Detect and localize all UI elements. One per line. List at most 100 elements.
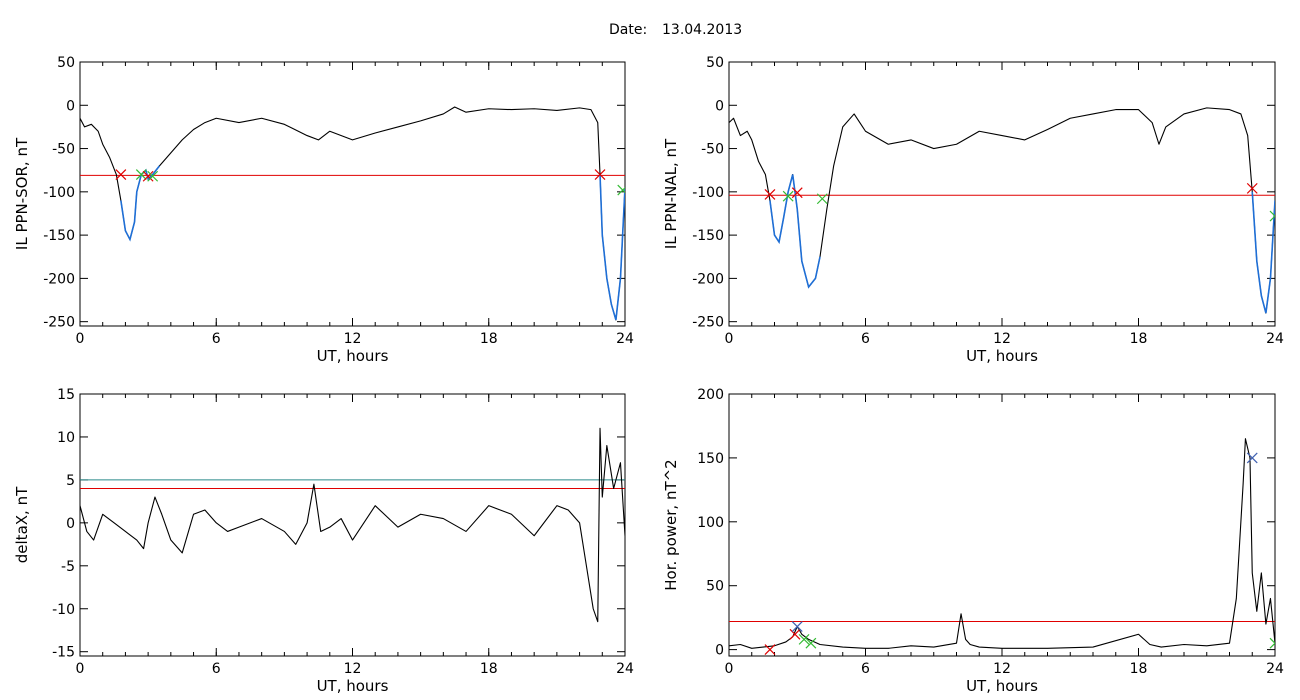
y-tick-label: -200 bbox=[43, 271, 75, 287]
y-tick-label: -100 bbox=[692, 185, 724, 201]
y-tick-label: -50 bbox=[701, 142, 724, 158]
y-tick-label: 0 bbox=[66, 516, 75, 532]
y-tick-label: -200 bbox=[692, 271, 724, 287]
event-marker bbox=[1269, 637, 1275, 649]
x-tick-label: 24 bbox=[616, 661, 634, 677]
y-axis-title: deltaX, nT bbox=[13, 486, 31, 563]
event-marker-stroke bbox=[789, 628, 801, 640]
event-marker-stroke bbox=[791, 621, 803, 633]
x-tick-label: 18 bbox=[480, 661, 498, 677]
y-tick-label: 0 bbox=[715, 98, 724, 114]
plot-frame bbox=[79, 61, 626, 327]
y-tick-label: 200 bbox=[697, 387, 724, 403]
y-tick-label: -150 bbox=[692, 228, 724, 244]
event-marker-stroke bbox=[142, 170, 154, 182]
event-marker-stroke bbox=[764, 189, 776, 200]
event-marker-stroke bbox=[805, 637, 817, 649]
event-marker-stroke bbox=[782, 190, 794, 202]
chart-hor-power: 0 6 12 18 24 200 150 100 50 0 UT, hours Hor. power,… bbox=[662, 387, 1284, 695]
date-value: 13.04.2013 bbox=[662, 22, 742, 38]
y-tick-label: -10 bbox=[52, 602, 75, 618]
event-marker-stroke bbox=[617, 186, 625, 196]
y-tick-label: -50 bbox=[52, 142, 75, 158]
plot-area bbox=[729, 438, 1275, 656]
y-tick-label: -15 bbox=[52, 645, 75, 661]
plot-frame bbox=[79, 393, 626, 657]
y-tick-label: -250 bbox=[43, 315, 75, 331]
event-marker-stroke bbox=[135, 169, 147, 180]
x-tick-label: 12 bbox=[344, 331, 362, 347]
highlight-segment bbox=[769, 174, 821, 289]
date-label: Date: bbox=[609, 22, 647, 38]
x-tick-label: 6 bbox=[212, 331, 221, 347]
event-marker bbox=[135, 169, 147, 180]
event-marker bbox=[1246, 182, 1258, 194]
y-tick-label: 10 bbox=[57, 430, 75, 446]
y-tick-label: -100 bbox=[43, 185, 75, 201]
event-marker bbox=[115, 169, 127, 180]
event-marker-stroke bbox=[1246, 182, 1258, 194]
event-marker bbox=[798, 633, 810, 645]
series-line bbox=[80, 106, 625, 321]
event-marker bbox=[764, 189, 776, 200]
event-marker bbox=[789, 628, 801, 640]
event-marker bbox=[805, 637, 817, 649]
event-marker-stroke bbox=[1269, 215, 1275, 222]
x-tick-label: 18 bbox=[1130, 331, 1148, 347]
event-marker-stroke bbox=[1246, 452, 1258, 464]
x-tick-label: 0 bbox=[76, 661, 85, 677]
y-tick-label: 5 bbox=[66, 473, 75, 489]
x-tick-label: 12 bbox=[344, 661, 362, 677]
y-tick-label: 50 bbox=[706, 55, 724, 71]
x-axis-title: UT, hours bbox=[317, 347, 389, 365]
y-tick-label: 50 bbox=[706, 579, 724, 595]
highlight-segment bbox=[599, 174, 625, 321]
plot-frame bbox=[728, 61, 1276, 327]
y-tick-label: -5 bbox=[61, 559, 75, 575]
series-line bbox=[80, 427, 625, 623]
plot-area bbox=[80, 106, 625, 321]
chart-il-nal: 0 6 12 18 24 50 0 -50 -100 -150 -200 -250 UT, hours I… bbox=[662, 55, 1284, 365]
x-tick-label: 0 bbox=[725, 661, 734, 677]
x-tick-label: 0 bbox=[725, 331, 734, 347]
event-marker bbox=[617, 184, 625, 196]
plot-area bbox=[729, 107, 1275, 314]
x-tick-label: 24 bbox=[1266, 331, 1284, 347]
event-marker bbox=[816, 193, 828, 205]
event-marker-stroke bbox=[115, 169, 127, 180]
y-tick-label: 15 bbox=[57, 387, 75, 403]
highlight-segment bbox=[120, 165, 161, 242]
event-marker-stroke bbox=[1269, 210, 1275, 217]
event-marker-stroke bbox=[764, 644, 776, 656]
event-marker bbox=[142, 170, 154, 182]
event-marker bbox=[594, 169, 606, 180]
event-marker bbox=[764, 644, 776, 656]
event-marker bbox=[1246, 452, 1258, 464]
y-axis-title: IL PPN-SOR, nT bbox=[13, 137, 31, 250]
x-tick-label: 12 bbox=[993, 331, 1011, 347]
x-tick-label: 0 bbox=[76, 331, 85, 347]
x-tick-label: 24 bbox=[616, 331, 634, 347]
plot-area bbox=[80, 427, 625, 623]
event-marker bbox=[791, 187, 803, 199]
x-tick-label: 6 bbox=[212, 661, 221, 677]
event-marker-stroke bbox=[147, 170, 159, 182]
event-marker-stroke bbox=[594, 169, 606, 180]
y-tick-label: -150 bbox=[43, 228, 75, 244]
y-tick-label: 100 bbox=[697, 515, 724, 531]
event-marker bbox=[782, 190, 794, 202]
event-marker bbox=[1269, 210, 1275, 222]
plot-frame bbox=[728, 393, 1276, 657]
event-marker bbox=[147, 170, 159, 182]
y-axis-title: IL PPN-NAL, nT bbox=[662, 138, 680, 249]
event-marker-stroke bbox=[791, 187, 803, 199]
x-tick-label: 24 bbox=[1266, 661, 1284, 677]
y-axis-title: Hor. power, nT^2 bbox=[662, 459, 680, 590]
series-line bbox=[729, 438, 1275, 649]
x-tick-label: 12 bbox=[993, 661, 1011, 677]
y-tick-label: -250 bbox=[692, 315, 724, 331]
event-marker-stroke bbox=[1269, 642, 1275, 649]
series-line bbox=[729, 107, 1275, 314]
chart-il-sor: 0 6 12 18 24 50 0 -50 -100 -150 -200 -250 UT, hours I… bbox=[13, 55, 634, 365]
